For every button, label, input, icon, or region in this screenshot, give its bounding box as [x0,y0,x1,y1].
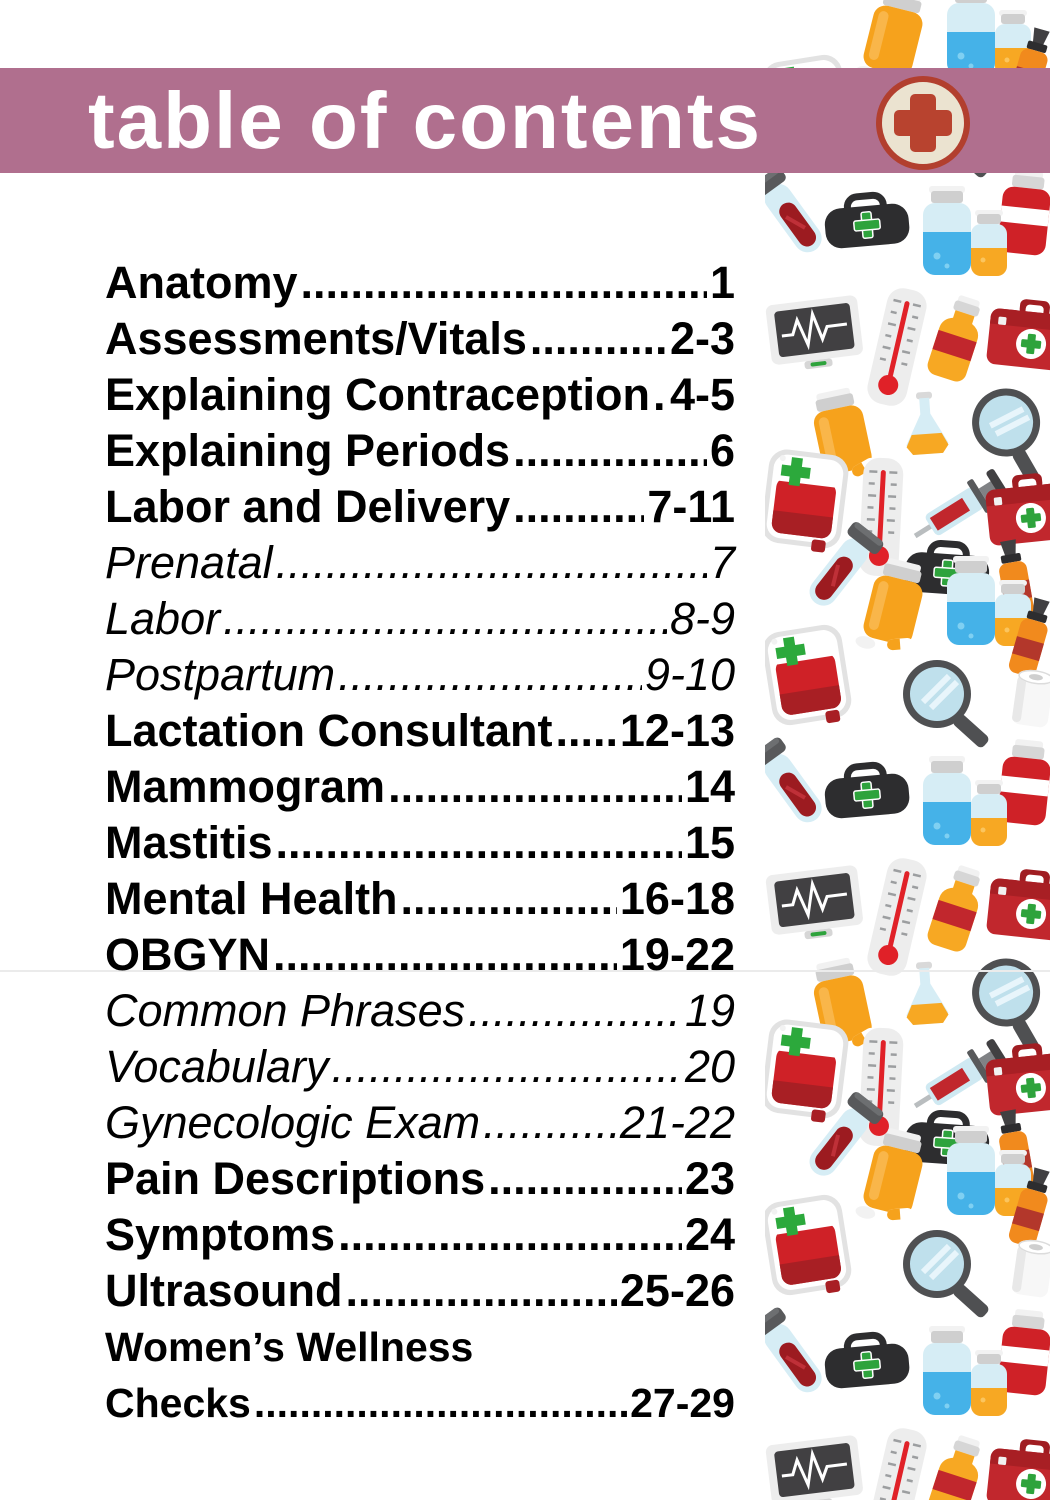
toc-page-number: 16-18 [619,873,735,924]
toc-leader-dots: ........................................… [400,873,617,924]
toc-leader-dots: ........................................… [345,1265,617,1316]
toc-entry-label: Pain Descriptions [105,1153,486,1204]
toc-entry-label: OBGYN [105,929,271,980]
toc-leader-dots: ........................................… [513,425,707,476]
toc-entry-label: Lactation Consultant [105,705,553,756]
toc-leader-dots: ........................................… [483,1097,617,1148]
toc-entry: Mammogram ..............................… [105,759,735,815]
toc-entry-label: Common Phrases [105,985,466,1036]
toc-leader-dots: ........................................… [331,1041,682,1092]
toc-entry-label: Labor and Delivery [105,481,511,532]
toc-leader-dots: ........................................… [388,761,682,812]
toc-page-number: 23 [684,1153,735,1204]
toc-page-number: 12-13 [619,705,735,756]
cross-horizontal-bar [894,110,952,136]
toc-entry-label: Prenatal [105,537,273,588]
toc-leader-dots: ........................................… [223,593,667,644]
toc-leader-dots: ........................................… [253,1380,628,1426]
toc-entry: Assessments/Vitals .....................… [105,311,735,367]
toc-entry-label: Explaining Contraception [105,369,651,420]
toc-leader-dots: ........................................… [555,705,617,756]
toc-entry: Gynecologic Exam .......................… [105,1095,735,1151]
toc-page-number: 1 [709,257,735,308]
toc-page-number: 4-5 [669,369,735,420]
toc-page-number: 15 [684,817,735,868]
toc-entry: Checks .................................… [105,1375,735,1431]
medical-cross-icon [876,76,970,170]
toc-leader-dots: ........................................… [273,929,617,980]
toc-entry-label: Explaining Periods [105,425,511,476]
toc-leader-dots: ........................................… [275,537,707,588]
toc-entry: Labor ..................................… [105,591,735,647]
toc-page-number: 24 [684,1209,735,1260]
toc-page-number: 19 [684,985,735,1036]
toc-leader-dots: ........................................… [513,481,645,532]
toc-entry-label: Labor [105,593,221,644]
toc-entry-label: Gynecologic Exam [105,1097,481,1148]
toc-entry-label: Postpartum [105,649,336,700]
toc-page-number: 20 [684,1041,735,1092]
toc-leader-dots: ........................................… [338,649,642,700]
toc-page-number: 7 [709,537,735,588]
toc-page-number: 7-11 [647,481,735,532]
toc-entry-label: Mental Health [105,873,398,924]
toc-entry: Pain Descriptions ......................… [105,1151,735,1207]
toc-entry: Labor and Delivery .....................… [105,479,735,535]
toc-leader-dots: ........................................… [338,1209,682,1260]
toc-entry: Lactation Consultant ...................… [105,703,735,759]
toc-entry: Prenatal ...............................… [105,535,735,591]
toc-entry: Ultrasound .............................… [105,1263,735,1319]
toc-entry: Women’s Wellness [105,1319,735,1375]
toc-entry-label: Mastitis [105,817,273,868]
toc-entry-label: Mammogram [105,761,386,812]
toc-entry: OBGYN ..................................… [105,927,735,983]
toc-entry: Mastitis ...............................… [105,815,735,871]
toc-entry: Common Phrases .........................… [105,983,735,1039]
toc-leader-dots: ........................................… [488,1153,682,1204]
toc-entry: Postpartum .............................… [105,647,735,703]
toc-page-number: 25-26 [619,1265,735,1316]
toc-entry: Symptoms ...............................… [105,1207,735,1263]
toc-page-number: 19-22 [619,929,735,980]
pattern-seam-line [0,970,1050,972]
toc-page-number: 9-10 [644,649,735,700]
toc-page-number: 2-3 [669,313,735,364]
toc-entry-label: Symptoms [105,1209,336,1260]
toc-list: Anatomy ................................… [105,255,735,1431]
toc-leader-dots: ........................................… [275,817,682,868]
toc-entry-label: Ultrasound [105,1265,343,1316]
header-band: table of contents [0,68,1050,173]
toc-leader-dots: ........................................… [529,313,667,364]
toc-entry-label: Anatomy [105,257,298,308]
toc-page-number: 6 [709,425,735,476]
toc-page-number: 21-22 [619,1097,735,1148]
toc-entry: Explaining Periods .....................… [105,423,735,479]
toc-leader-dots: ........................................… [468,985,682,1036]
toc-leader-dots: ........................................… [653,369,667,420]
toc-page-number: 8-9 [669,593,735,644]
toc-page-number: 27-29 [630,1380,735,1426]
medical-pattern-art [765,0,1050,1500]
toc-entry: Anatomy ................................… [105,255,735,311]
medical-pattern-sidebar [765,0,1050,1500]
toc-entry: Mental Health ..........................… [105,871,735,927]
toc-entry: Explaining Contraception ...............… [105,367,735,423]
toc-entry-label: Women’s Wellness [105,1324,474,1370]
toc-page-number: 14 [684,761,735,812]
page-title: table of contents [88,75,763,165]
toc-entry-label: Assessments/Vitals [105,313,527,364]
toc-entry-label: Checks [105,1380,251,1426]
toc-entry: Vocabulary .............................… [105,1039,735,1095]
toc-leader-dots: ........................................… [300,257,707,308]
toc-entry-label: Vocabulary [105,1041,329,1092]
